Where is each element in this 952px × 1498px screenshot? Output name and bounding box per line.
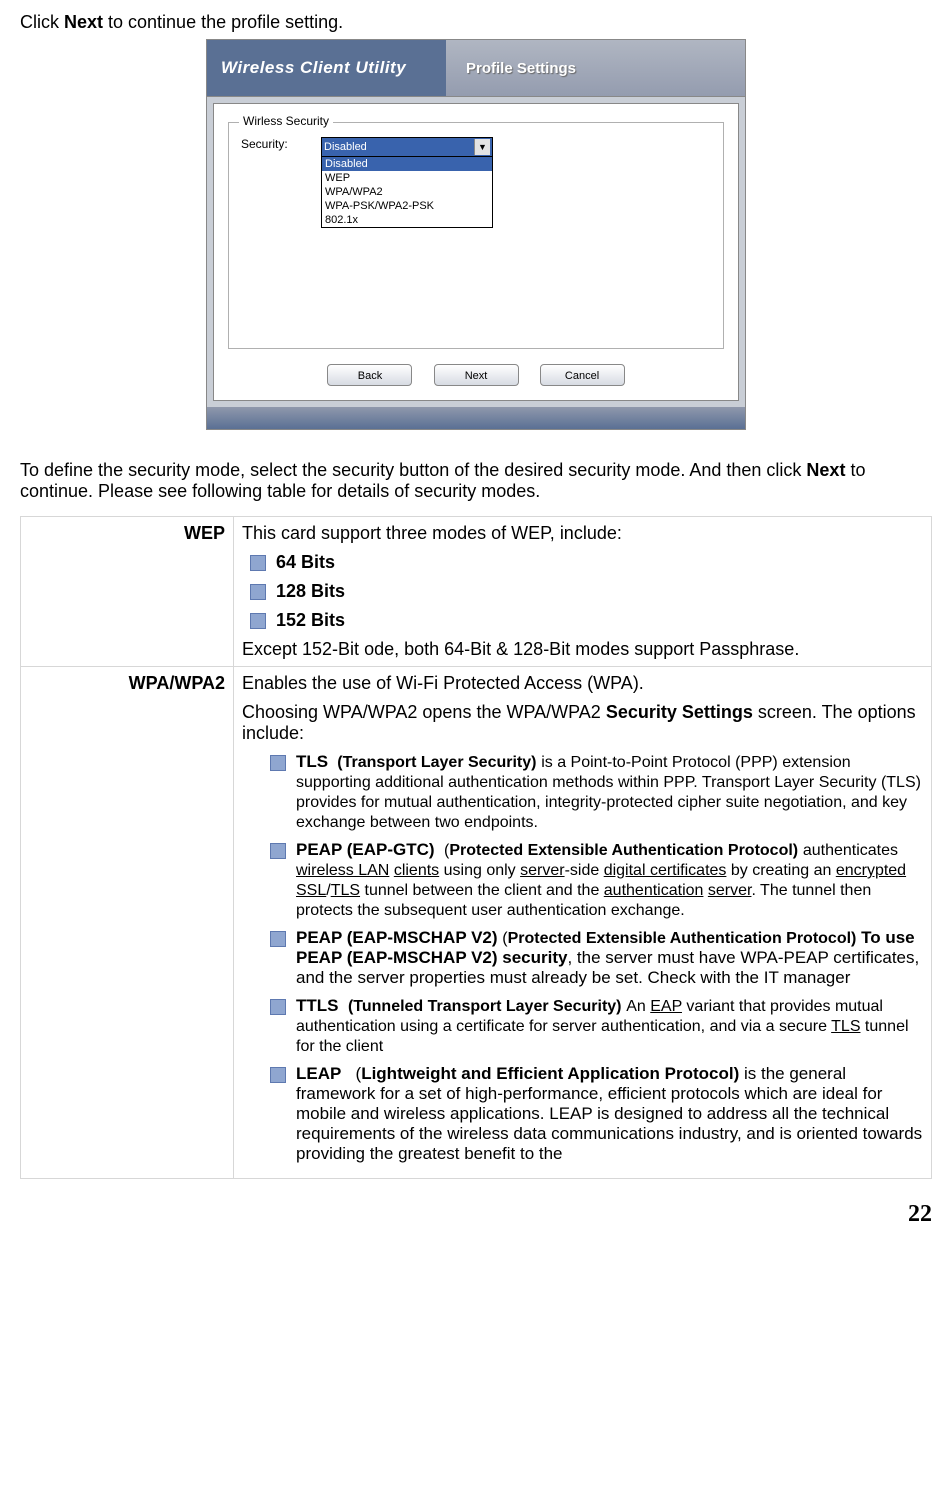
- intro-bold: Next: [64, 12, 103, 32]
- option-wpa[interactable]: WPA/WPA2: [322, 185, 492, 199]
- app-header: Wireless Client Utility Profile Settings: [207, 40, 745, 97]
- wep-label: WEP: [21, 517, 234, 667]
- option-wep[interactable]: WEP: [322, 171, 492, 185]
- app-title: Wireless Client Utility: [207, 40, 446, 96]
- security-selected-value: Disabled: [324, 141, 367, 153]
- wireless-security-group: Wirless Security Security: Disabled ▼ Di…: [228, 122, 724, 349]
- wep-bits-list: 64 Bits 128 Bits 152 Bits: [242, 552, 923, 631]
- opt-tls: TLS (Transport Layer Security) is a Poin…: [270, 752, 923, 832]
- wpa-cell: Enables the use of Wi-Fi Protected Acces…: [234, 667, 932, 1179]
- opt-ttls: TTLS (Tunneled Transport Layer Security)…: [270, 996, 923, 1056]
- cancel-button[interactable]: Cancel: [540, 364, 625, 386]
- app-section-title: Profile Settings: [446, 40, 745, 96]
- opt-leap: LEAP (Lightweight and Efficient Applicat…: [270, 1064, 923, 1164]
- option-wpapsk[interactable]: WPA-PSK/WPA2-PSK: [322, 199, 492, 213]
- chevron-down-icon[interactable]: ▼: [474, 139, 490, 155]
- security-dropdown[interactable]: Disabled ▼ Disabled WEP WPA/WPA2 WPA-PSK…: [321, 137, 493, 228]
- app-window: Wireless Client Utility Profile Settings…: [206, 39, 746, 430]
- wpa-intro1: Enables the use of Wi-Fi Protected Acces…: [242, 673, 923, 694]
- opt-peap-mschap: PEAP (EAP-MSCHAP V2) (Protected Extensib…: [270, 928, 923, 988]
- wep-152: 152 Bits: [250, 610, 923, 631]
- intro-text: Click Next to continue the profile setti…: [20, 12, 932, 33]
- wep-outro: Except 152-Bit ode, both 64-Bit & 128-Bi…: [242, 639, 799, 659]
- security-table: WEP This card support three modes of WEP…: [20, 516, 932, 1179]
- option-disabled[interactable]: Disabled: [322, 157, 492, 171]
- app-body: Wirless Security Security: Disabled ▼ Di…: [213, 103, 739, 401]
- groupbox-label: Wirless Security: [239, 114, 333, 128]
- option-8021x[interactable]: 802.1x: [322, 213, 492, 227]
- paragraph-security-mode: To define the security mode, select the …: [20, 460, 932, 502]
- security-dropdown-selected[interactable]: Disabled ▼: [322, 138, 492, 156]
- security-dropdown-list: Disabled WEP WPA/WPA2 WPA-PSK/WPA2-PSK 8…: [322, 156, 492, 227]
- wep-128: 128 Bits: [250, 581, 923, 602]
- back-button[interactable]: Back: [327, 364, 412, 386]
- security-field-row: Security: Disabled ▼ Disabled WEP WPA/WP…: [241, 137, 711, 228]
- wep-64: 64 Bits: [250, 552, 923, 573]
- opt-peap-gtc: PEAP (EAP-GTC) (Protected Extensible Aut…: [270, 840, 923, 920]
- wep-intro: This card support three modes of WEP, in…: [242, 523, 622, 543]
- wpa-intro2: Choosing WPA/WPA2 opens the WPA/WPA2 Sec…: [242, 702, 923, 744]
- next-button[interactable]: Next: [434, 364, 519, 386]
- security-label: Security:: [241, 137, 321, 151]
- wpa-label: WPA/WPA2: [21, 667, 234, 1179]
- app-footer: [207, 407, 745, 429]
- wep-cell: This card support three modes of WEP, in…: [234, 517, 932, 667]
- button-row: Back Next Cancel: [228, 363, 724, 386]
- page-number: 22: [20, 1201, 932, 1228]
- wpa-options-list: TLS (Transport Layer Security) is a Poin…: [242, 752, 923, 1164]
